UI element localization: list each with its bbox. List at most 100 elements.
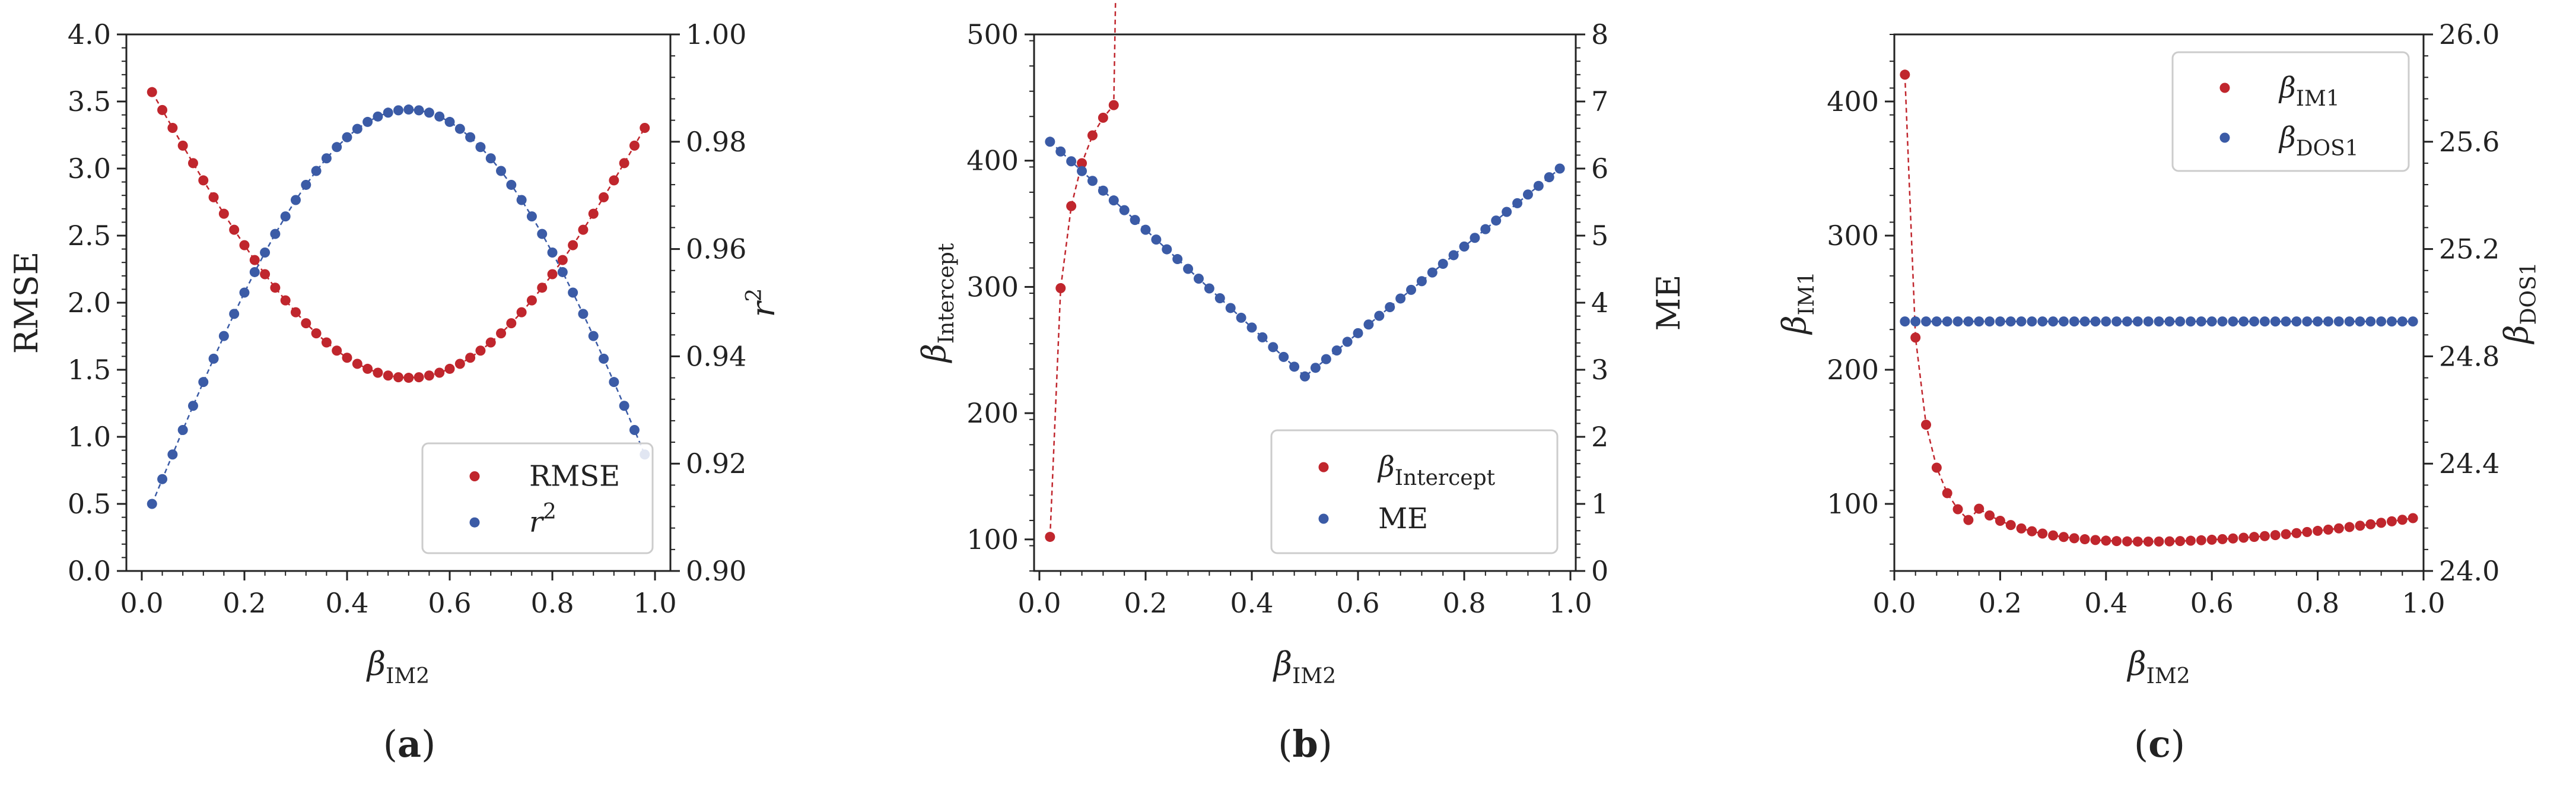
x-axis-label: βIM2 bbox=[1273, 645, 1336, 688]
data-point bbox=[619, 401, 629, 411]
right-tick-label: 24.8 bbox=[2439, 340, 2499, 372]
data-point bbox=[506, 179, 517, 190]
data-point bbox=[1921, 316, 1932, 327]
series-line bbox=[1050, 141, 1560, 377]
x-tick-label: 0.6 bbox=[428, 587, 471, 619]
left-tick-label: 3.5 bbox=[68, 85, 111, 118]
right-tick-label: 7 bbox=[1591, 85, 1608, 118]
data-point bbox=[1438, 259, 1448, 269]
data-point bbox=[465, 353, 476, 363]
legend-marker bbox=[2219, 82, 2230, 93]
data-point bbox=[1268, 342, 1279, 353]
data-point bbox=[290, 307, 301, 318]
data-point bbox=[2228, 533, 2238, 544]
data-point bbox=[1385, 302, 1395, 313]
data-point bbox=[444, 363, 455, 374]
data-point bbox=[1974, 316, 1985, 327]
left-tick-label: 1.5 bbox=[68, 354, 111, 386]
data-point bbox=[1931, 316, 1942, 327]
left-axis-label: RMSE bbox=[8, 252, 45, 354]
data-point bbox=[2186, 535, 2196, 546]
data-point bbox=[1512, 198, 1523, 208]
data-point bbox=[434, 367, 445, 378]
data-point bbox=[1279, 351, 1289, 362]
data-point bbox=[609, 175, 619, 186]
data-point bbox=[588, 331, 599, 341]
legend-label: βIM1 bbox=[2278, 71, 2340, 111]
data-point bbox=[557, 266, 568, 277]
data-point bbox=[485, 337, 496, 348]
data-point bbox=[588, 208, 599, 219]
data-point bbox=[260, 247, 271, 258]
data-point bbox=[2186, 316, 2196, 327]
data-point bbox=[2365, 316, 2376, 327]
data-point bbox=[2027, 316, 2037, 327]
data-point bbox=[2217, 534, 2228, 544]
data-point bbox=[383, 107, 393, 118]
data-point bbox=[414, 372, 424, 383]
data-point bbox=[1921, 420, 1932, 430]
x-axis-label: βIM2 bbox=[2126, 645, 2190, 688]
left-tick-label: 400 bbox=[966, 145, 1019, 177]
right-tick-label: 6 bbox=[1591, 153, 1608, 185]
right-tick-label: 25.2 bbox=[2439, 233, 2499, 265]
legend-marker bbox=[1318, 462, 1329, 472]
data-point bbox=[1119, 205, 1130, 215]
data-point bbox=[2196, 316, 2206, 327]
data-point bbox=[2376, 316, 2387, 327]
legend-label: ME bbox=[1378, 502, 1428, 535]
data-point bbox=[280, 211, 291, 222]
data-point bbox=[1214, 293, 1225, 303]
data-point bbox=[177, 424, 188, 435]
data-point bbox=[568, 240, 578, 250]
data-point bbox=[147, 499, 157, 509]
chart-panel-a: 0.0 0.2 0.4 0.6 0.8 1.0 0.0 0.5 1.0 1.5 2.0 2.5 3.0 3… bbox=[8, 18, 782, 766]
legend-label: βDOS1 bbox=[2278, 121, 2359, 161]
x-tick-label: 0.4 bbox=[1230, 587, 1273, 619]
x-tick-label: 0.0 bbox=[120, 587, 163, 619]
x-tick-label: 0.2 bbox=[1979, 587, 2022, 619]
data-point bbox=[2238, 532, 2249, 543]
data-point bbox=[2281, 316, 2291, 327]
data-point bbox=[1942, 316, 1952, 327]
legend-marker bbox=[1318, 513, 1329, 524]
panel-label: (c) bbox=[2134, 722, 2185, 766]
data-point bbox=[444, 116, 455, 127]
data-point bbox=[2069, 316, 2079, 327]
right-tick-label: 2 bbox=[1591, 421, 1608, 453]
data-point bbox=[1406, 284, 1417, 295]
data-point bbox=[485, 153, 496, 164]
data-point bbox=[2196, 535, 2206, 545]
data-point bbox=[177, 140, 188, 151]
x-tick-label: 0.8 bbox=[2296, 587, 2339, 619]
data-point bbox=[1900, 316, 1910, 327]
data-point bbox=[537, 229, 548, 239]
data-point bbox=[1225, 303, 1236, 313]
data-point bbox=[557, 255, 568, 265]
data-point bbox=[2281, 529, 2291, 540]
data-point bbox=[393, 105, 403, 116]
data-point bbox=[516, 195, 527, 205]
legend-label: r2 bbox=[529, 500, 556, 539]
data-point bbox=[2111, 536, 2122, 547]
data-point bbox=[1942, 488, 1952, 499]
data-point bbox=[599, 353, 609, 364]
data-point bbox=[1236, 312, 1246, 323]
data-point bbox=[2333, 523, 2344, 534]
data-point bbox=[229, 309, 240, 319]
panel-label: (b) bbox=[1278, 722, 1332, 766]
data-point bbox=[1395, 293, 1406, 304]
left-axis-label: βIM1 bbox=[1776, 271, 1819, 335]
data-point bbox=[2397, 316, 2408, 327]
data-point bbox=[2132, 536, 2143, 547]
data-point bbox=[1098, 185, 1108, 196]
data-point bbox=[373, 367, 383, 378]
data-point bbox=[2027, 526, 2037, 537]
data-point bbox=[1363, 319, 1374, 330]
data-point bbox=[547, 247, 558, 258]
left-tick-label: 400 bbox=[1827, 85, 1879, 118]
right-tick-label: 0.94 bbox=[686, 340, 746, 372]
data-point bbox=[1502, 207, 1512, 217]
right-tick-label: 24.0 bbox=[2439, 555, 2499, 587]
